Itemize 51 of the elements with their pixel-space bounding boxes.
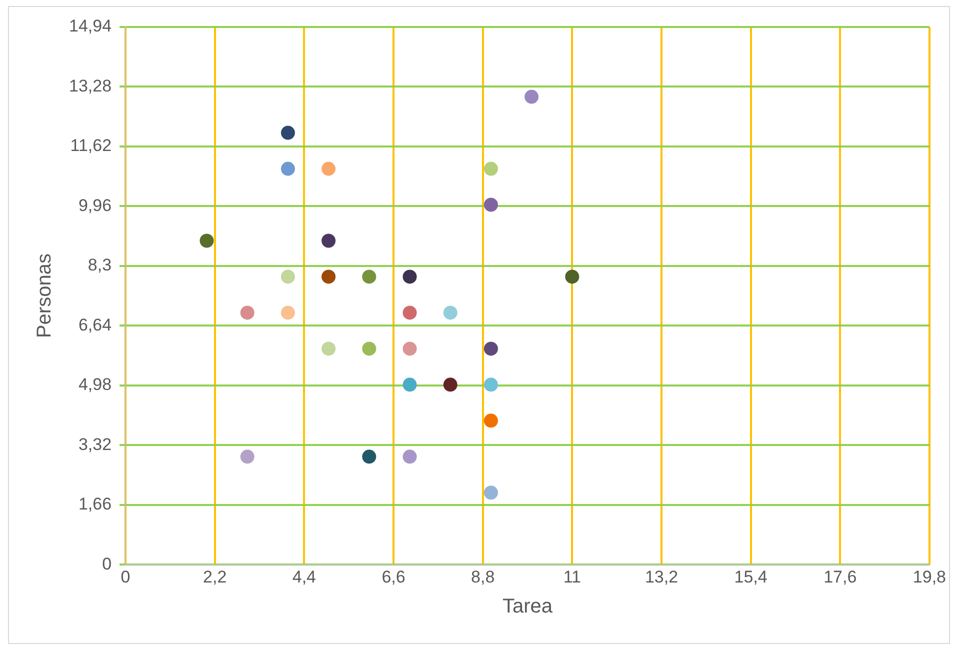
point xyxy=(240,450,254,464)
point xyxy=(484,378,498,392)
x-axis-title: Tarea xyxy=(502,596,554,618)
x-tick-label: 8,8 xyxy=(471,567,495,586)
x-tick-label: 6,6 xyxy=(382,567,406,586)
x-tick-label: 11 xyxy=(563,567,581,586)
point xyxy=(484,486,498,500)
point xyxy=(362,450,376,464)
y-axis-title: Personas xyxy=(34,254,56,338)
y-tick-label: 14,94 xyxy=(68,16,112,36)
point xyxy=(280,306,295,320)
point xyxy=(280,126,295,140)
point xyxy=(443,378,458,392)
y-tick-label: 1,66 xyxy=(78,494,112,514)
y-tick-label: 11,62 xyxy=(70,136,112,156)
point xyxy=(240,306,254,320)
y-tick-label: 13,28 xyxy=(68,76,112,96)
x-tick-label: 19,8 xyxy=(912,567,946,586)
x-tick-label: 2,2 xyxy=(203,567,227,586)
point xyxy=(280,270,295,284)
y-tick-label: 9,96 xyxy=(78,196,112,215)
point xyxy=(402,270,417,284)
point xyxy=(362,342,376,356)
y-tick-label: 3,32 xyxy=(78,434,112,454)
point xyxy=(402,378,417,392)
x-tick-label: 0 xyxy=(120,567,130,586)
point xyxy=(402,306,417,320)
point xyxy=(565,270,580,284)
y-tick-label: 4,98 xyxy=(78,375,112,394)
point xyxy=(362,270,376,284)
point xyxy=(322,162,336,176)
x-tick-label: 4,4 xyxy=(292,567,316,586)
point xyxy=(484,414,498,428)
point xyxy=(402,342,417,356)
point xyxy=(484,162,498,176)
point xyxy=(484,342,498,356)
point xyxy=(402,450,417,464)
x-tick-label: 15,4 xyxy=(734,567,768,586)
point xyxy=(524,90,539,104)
x-tick-label: 13,2 xyxy=(644,567,678,586)
point xyxy=(322,342,336,356)
point xyxy=(322,270,336,284)
y-tick-label: 0 xyxy=(102,554,112,574)
point xyxy=(322,234,336,248)
point xyxy=(484,198,498,212)
point xyxy=(200,234,214,248)
point xyxy=(443,306,458,320)
x-tick-label: 17,6 xyxy=(824,567,857,586)
point xyxy=(280,162,295,176)
y-tick-label: 6,64 xyxy=(78,315,112,334)
y-tick-label: 8,3 xyxy=(88,256,112,275)
